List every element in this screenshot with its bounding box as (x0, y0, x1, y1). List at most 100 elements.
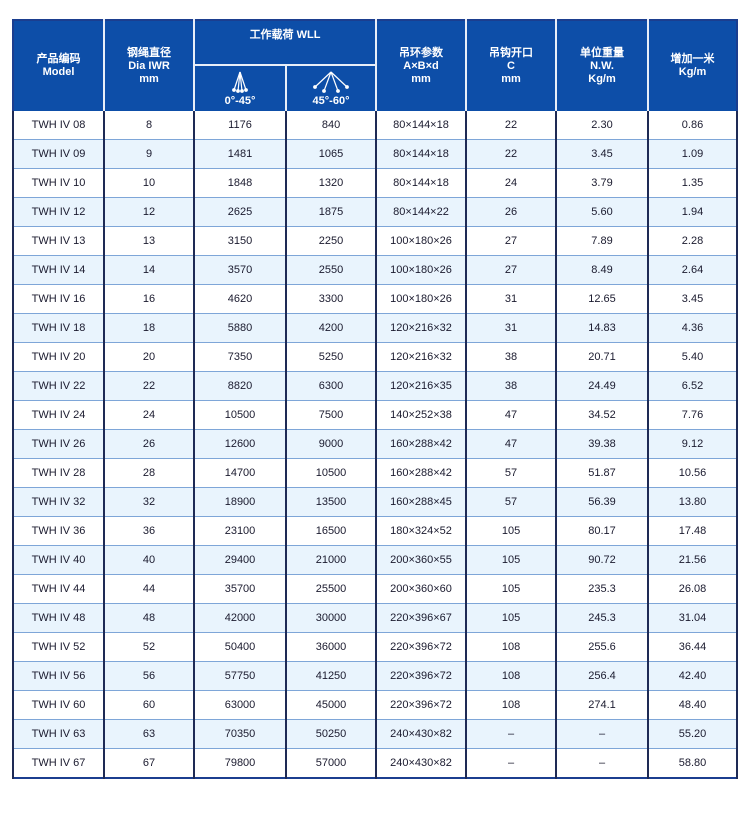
cell-unit-weight: 12.65 (555, 284, 650, 314)
cell-extra-meter: 31.04 (647, 603, 739, 633)
cell-model: TWH IV 10 (12, 168, 105, 198)
cell-model: TWH IV 24 (12, 400, 105, 430)
cell-hook-opening: 31 (465, 284, 558, 314)
cell-wll-0-45: 79800 (193, 748, 287, 779)
cell-hook-opening: 105 (465, 516, 558, 546)
cell-wll-0-45: 1481 (193, 139, 287, 169)
cell-wll-0-45: 63000 (193, 690, 287, 720)
cell-diameter: 28 (103, 458, 195, 488)
table-row: TWH IV 16 16 4620 3300 100×180×26 31 12.65 3.45 (12, 284, 739, 314)
cell-hook-opening: 57 (465, 458, 558, 488)
cell-hook-opening: 108 (465, 661, 558, 691)
cell-wll-45-60: 21000 (284, 545, 378, 575)
cell-ring-params: 80×144×18 (375, 139, 468, 169)
cell-extra-meter: 0.86 (647, 111, 739, 140)
table-row: TWH IV 44 44 35700 25500 200×360×60 105 235.3 2… (12, 574, 739, 604)
cell-wll-0-45: 70350 (193, 719, 287, 749)
table-row: TWH IV 12 12 2625 1875 80×144×22 26 5.60 1.94 (12, 197, 739, 227)
cell-extra-meter: 4.36 (647, 313, 739, 343)
cell-unit-weight: 235.3 (555, 574, 650, 604)
cell-extra-meter: 13.80 (647, 487, 739, 517)
product-spec-table: 产品编码 Model 钢绳直径 Dia IWR mm 工作载荷 WLL 吊环参数 A×B… (12, 19, 739, 779)
cell-extra-meter: 21.56 (647, 545, 739, 575)
cell-model: TWH IV 67 (12, 748, 105, 779)
cell-wll-0-45: 23100 (193, 516, 287, 546)
cell-wll-0-45: 14700 (193, 458, 287, 488)
cell-ring-params: 100×180×26 (375, 226, 468, 256)
sling-angle-wide-icon (313, 71, 349, 93)
cell-model: TWH IV 08 (12, 111, 105, 140)
cell-unit-weight: 24.49 (555, 371, 650, 401)
cell-ring-params: 160×288×45 (375, 487, 468, 517)
cell-wll-0-45: 10500 (193, 400, 287, 430)
cell-ring-params: 80×144×22 (375, 197, 468, 227)
cell-diameter: 52 (103, 632, 195, 662)
cell-wll-0-45: 57750 (193, 661, 287, 691)
header-wll-0-45: 0°-45° (193, 64, 287, 111)
cell-unit-weight: 80.17 (555, 516, 650, 546)
cell-unit-weight: 56.39 (555, 487, 650, 517)
table-row: TWH IV 56 56 57750 41250 220×396×72 108 256.4 4… (12, 661, 739, 691)
cell-wll-0-45: 42000 (193, 603, 287, 633)
cell-hook-opening: 22 (465, 111, 558, 140)
cell-extra-meter: 42.40 (647, 661, 739, 691)
cell-unit-weight: 255.6 (555, 632, 650, 662)
cell-extra-meter: 2.64 (647, 255, 739, 285)
table-row: TWH IV 40 40 29400 21000 200×360×55 105 90.72 2… (12, 545, 739, 575)
cell-model: TWH IV 18 (12, 313, 105, 343)
cell-diameter: 48 (103, 603, 195, 633)
cell-unit-weight: 51.87 (555, 458, 650, 488)
cell-diameter: 36 (103, 516, 195, 546)
cell-wll-45-60: 36000 (284, 632, 378, 662)
cell-model: TWH IV 44 (12, 574, 105, 604)
table-row: TWH IV 26 26 12600 9000 160×288×42 47 39.38 9.1… (12, 429, 739, 459)
cell-hook-opening: 31 (465, 313, 558, 343)
cell-unit-weight: 39.38 (555, 429, 650, 459)
table-row: TWH IV 36 36 23100 16500 180×324×52 105 80.17 1… (12, 516, 739, 546)
cell-unit-weight: – (555, 748, 650, 779)
cell-diameter: 60 (103, 690, 195, 720)
cell-hook-opening: – (465, 748, 558, 779)
cell-ring-params: 180×324×52 (375, 516, 468, 546)
cell-wll-45-60: 1875 (284, 197, 378, 227)
cell-ring-params: 200×360×60 (375, 574, 468, 604)
cell-ring-params: 120×216×32 (375, 313, 468, 343)
table-row: TWH IV 60 60 63000 45000 220×396×72 108 274.1 4… (12, 690, 739, 720)
table-row: TWH IV 28 28 14700 10500 160×288×42 57 51.87 10… (12, 458, 739, 488)
cell-hook-opening: 108 (465, 632, 558, 662)
cell-wll-0-45: 1848 (193, 168, 287, 198)
table-row: TWH IV 09 9 1481 1065 80×144×18 22 3.45 1.09 (12, 139, 739, 169)
cell-wll-45-60: 1320 (284, 168, 378, 198)
cell-unit-weight: 274.1 (555, 690, 650, 720)
cell-ring-params: 140×252×38 (375, 400, 468, 430)
cell-model: TWH IV 14 (12, 255, 105, 285)
cell-wll-45-60: 1065 (284, 139, 378, 169)
cell-model: TWH IV 16 (12, 284, 105, 314)
cell-unit-weight: 90.72 (555, 545, 650, 575)
cell-extra-meter: 1.09 (647, 139, 739, 169)
cell-ring-params: 220×396×72 (375, 632, 468, 662)
cell-diameter: 16 (103, 284, 195, 314)
cell-ring-params: 100×180×26 (375, 255, 468, 285)
table-row: TWH IV 48 48 42000 30000 220×396×67 105 245.3 3… (12, 603, 739, 633)
cell-wll-0-45: 35700 (193, 574, 287, 604)
cell-extra-meter: 58.80 (647, 748, 739, 779)
cell-hook-opening: 38 (465, 371, 558, 401)
cell-model: TWH IV 09 (12, 139, 105, 169)
cell-wll-45-60: 10500 (284, 458, 378, 488)
cell-extra-meter: 1.94 (647, 197, 739, 227)
cell-hook-opening: 57 (465, 487, 558, 517)
cell-wll-45-60: 13500 (284, 487, 378, 517)
cell-extra-meter: 17.48 (647, 516, 739, 546)
cell-diameter: 24 (103, 400, 195, 430)
cell-diameter: 14 (103, 255, 195, 285)
cell-extra-meter: 26.08 (647, 574, 739, 604)
cell-ring-params: 100×180×26 (375, 284, 468, 314)
cell-hook-opening: – (465, 719, 558, 749)
cell-model: TWH IV 13 (12, 226, 105, 256)
cell-unit-weight: 5.60 (555, 197, 650, 227)
cell-diameter: 32 (103, 487, 195, 517)
cell-hook-opening: 27 (465, 226, 558, 256)
cell-unit-weight: 3.79 (555, 168, 650, 198)
cell-ring-params: 120×216×32 (375, 342, 468, 372)
